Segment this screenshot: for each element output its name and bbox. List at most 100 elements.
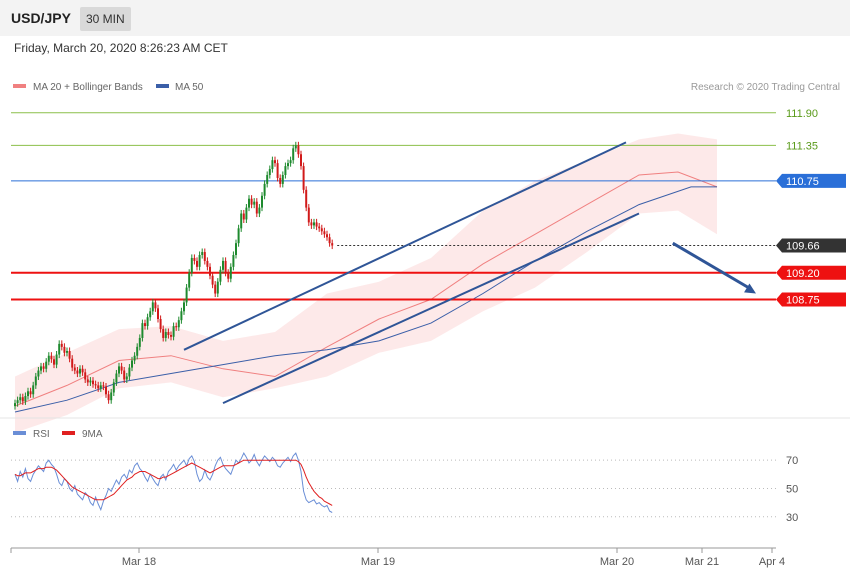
candle-body <box>318 226 321 229</box>
candle-body <box>193 257 196 261</box>
candle-body <box>183 302 185 312</box>
candle-body <box>81 368 84 373</box>
moving-averages <box>14 171 718 413</box>
candle-body <box>123 370 126 380</box>
projection-arrow-line <box>672 241 751 290</box>
candle-body <box>305 189 308 208</box>
candle-body <box>128 367 131 377</box>
candle-body <box>66 351 68 353</box>
level-label-3: 109.66 <box>786 241 820 253</box>
candle-body <box>47 355 50 362</box>
candle-body <box>271 160 274 170</box>
ma50-line <box>14 186 717 413</box>
candle-body <box>258 207 261 214</box>
candle-body <box>170 335 172 337</box>
candle-body <box>214 284 217 294</box>
candle-body <box>118 366 120 374</box>
candle-body <box>315 222 318 227</box>
candle-body <box>50 355 53 360</box>
level-label-2: 110.75 <box>786 176 819 188</box>
channel-upper-line <box>183 141 627 351</box>
candle-body <box>120 366 123 371</box>
candle-body <box>297 145 300 155</box>
candle-body <box>92 380 94 385</box>
level-tag-2 <box>776 173 846 188</box>
candle-body <box>242 213 245 220</box>
candle-body <box>250 198 253 205</box>
candle-body <box>292 148 295 161</box>
candle-body <box>97 385 100 389</box>
candle-body <box>219 269 222 282</box>
channel-lower-line <box>222 212 640 405</box>
candle-body <box>60 343 63 347</box>
candle-body <box>209 266 211 276</box>
title-bar: USD/JPY 30 MIN <box>0 0 850 36</box>
level-label-4: 109.20 <box>786 268 820 280</box>
level-tag-3 <box>776 238 846 253</box>
credit-text: Research © 2020 Trading Central <box>691 82 840 93</box>
candle-body <box>27 391 29 397</box>
bollinger-band-area <box>15 133 717 433</box>
level-tag-4 <box>776 265 846 280</box>
candle-body <box>185 287 188 303</box>
candle-body <box>307 207 310 223</box>
candle-body <box>253 201 256 205</box>
candle-body <box>144 323 146 327</box>
candle-body <box>115 373 118 383</box>
candle-body <box>248 198 250 208</box>
candle-body <box>105 386 107 395</box>
x-tick-label-3: Mar 21 <box>685 556 719 568</box>
candle-body <box>24 396 27 402</box>
timestamp: Friday, March 20, 2020 8:26:23 AM CET <box>14 41 228 55</box>
candle-body <box>227 272 230 279</box>
candle-body <box>198 255 201 267</box>
candle-body <box>32 385 35 395</box>
candle-body <box>302 166 305 190</box>
candle-body <box>203 252 206 261</box>
candle-body <box>133 355 136 361</box>
candle-body <box>276 163 279 178</box>
candle-body <box>68 351 71 359</box>
candle-body <box>240 213 243 229</box>
candles <box>14 141 334 410</box>
candle-body <box>149 311 152 318</box>
candle-body <box>266 175 269 184</box>
candle-body <box>232 255 235 267</box>
level-label-1: 111.35 <box>786 140 818 152</box>
candle-body <box>157 308 159 319</box>
x-tick-label-1: Mar 19 <box>361 556 395 568</box>
candle-body <box>89 380 92 383</box>
candle-body <box>268 169 271 175</box>
candle-body <box>188 272 191 288</box>
x-tick-label-0: Mar 18 <box>122 556 156 568</box>
candle-body <box>79 368 81 374</box>
candle-body <box>172 326 175 337</box>
ma20-line <box>14 171 718 407</box>
candle-body <box>222 260 224 270</box>
candle-body <box>99 385 102 389</box>
candle-body <box>284 166 287 175</box>
rsi-line <box>14 452 333 513</box>
candle-body <box>94 384 97 386</box>
candle-body <box>125 376 128 380</box>
candle-body <box>34 376 37 386</box>
timeframe-badge[interactable]: 30 MIN <box>80 7 131 31</box>
candle-body <box>281 175 284 184</box>
candle-body <box>274 160 276 164</box>
level-label-5: 108.75 <box>786 294 820 306</box>
candle-body <box>331 243 334 246</box>
projection-arrow-head <box>744 283 756 294</box>
candle-body <box>206 260 209 267</box>
price-levels <box>11 112 776 301</box>
candle-body <box>175 326 178 328</box>
candle-body <box>21 397 24 402</box>
candle-body <box>255 201 258 214</box>
candle-body <box>136 346 139 356</box>
candle-body <box>76 370 79 374</box>
candle-body <box>167 332 170 335</box>
rsi-level-label-2: 30 <box>786 512 798 524</box>
candle-body <box>162 329 165 338</box>
candle-body <box>164 332 167 338</box>
